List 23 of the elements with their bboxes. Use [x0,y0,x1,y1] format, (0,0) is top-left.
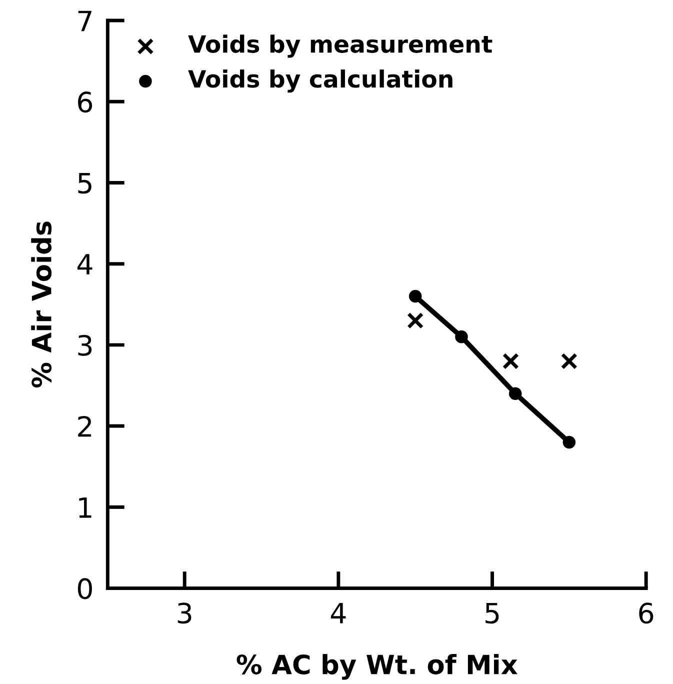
y-tick-label: 6 [78,92,92,113]
legend-label: Voids by measurement [188,34,492,58]
y-tick-label: 1 [79,497,92,518]
y-tick-label: 3 [78,334,92,356]
y-tick-label: 2 [78,416,92,437]
y-tick-label: 4 [77,254,92,274]
x-tick-label: 6 [639,602,654,624]
y-tick-label: 5 [78,173,92,194]
point [562,436,576,449]
point [408,290,422,303]
x-tick-label: 3 [178,602,192,624]
x-axis-title: % AC by Wt. of Mix [236,654,518,680]
y-axis-title: % Air Voids [31,222,52,388]
legend-label: Voids by calculation [188,70,452,93]
point [407,312,424,329]
y-tick-label: 0 [78,578,92,600]
x-tick-label: 5 [486,602,499,624]
point [508,387,522,400]
x-tick-label: 4 [330,602,346,624]
y-tick-label: 7 [78,10,92,32]
point [455,330,468,344]
point [560,352,578,370]
point [502,352,520,370]
